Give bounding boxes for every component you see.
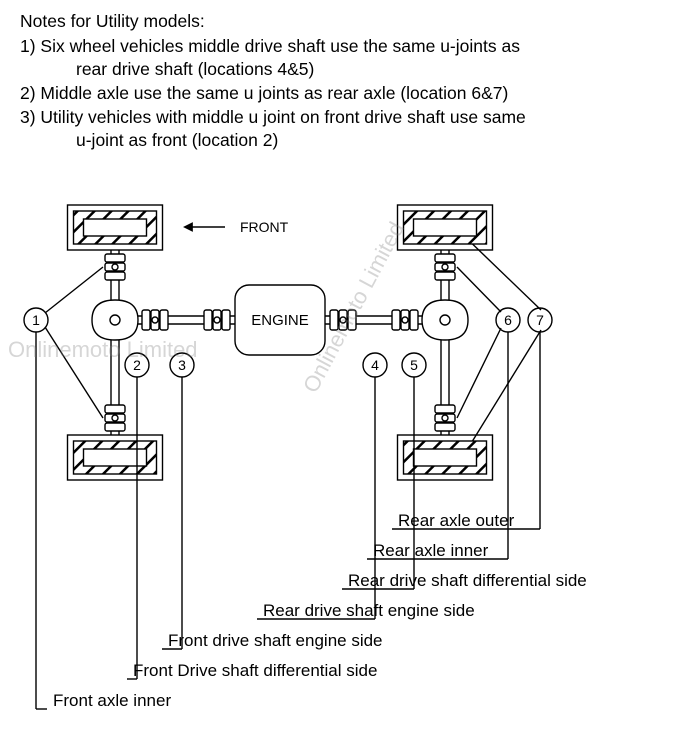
svg-text:ENGINE: ENGINE — [251, 312, 309, 329]
label-rear-axle-outer: Rear axle outer — [398, 511, 514, 531]
svg-text:FRONT: FRONT — [240, 219, 289, 235]
svg-text:7: 7 — [536, 312, 544, 328]
notes-line-4: 3) Utility vehicles with middle u joint … — [20, 106, 680, 130]
label-rear-engine-side: Rear drive shaft engine side — [263, 601, 475, 621]
label-rear-axle-inner: Rear axle inner — [373, 541, 488, 561]
notes-line-5: u-joint as front (location 2) — [76, 129, 680, 153]
label-front-diff-side: Front Drive shaft differential side — [133, 661, 377, 681]
svg-text:5: 5 — [410, 357, 418, 373]
label-rear-diff-side: Rear drive shaft differential side — [348, 571, 587, 591]
svg-text:1: 1 — [32, 312, 40, 328]
notes-title: Notes for Utility models: — [20, 10, 680, 34]
notes-line-1: 1) Six wheel vehicles middle drive shaft… — [20, 35, 680, 59]
notes-block: Notes for Utility models: 1) Six wheel v… — [20, 10, 680, 153]
svg-text:3: 3 — [178, 357, 186, 373]
label-front-engine-side: Front drive shaft engine side — [168, 631, 383, 651]
svg-text:4: 4 — [371, 357, 379, 373]
svg-text:2: 2 — [133, 357, 141, 373]
label-front-axle-inner: Front axle inner — [53, 691, 171, 711]
svg-text:6: 6 — [504, 312, 512, 328]
drivetrain-diagram: ENGINE FRONT 1 2 3 4 5 6 7 Rear axle outer Rear … — [0, 185, 700, 685]
notes-line-3: 2) Middle axle use the same u joints as … — [20, 82, 680, 106]
notes-line-2: rear drive shaft (locations 4&5) — [76, 58, 680, 82]
